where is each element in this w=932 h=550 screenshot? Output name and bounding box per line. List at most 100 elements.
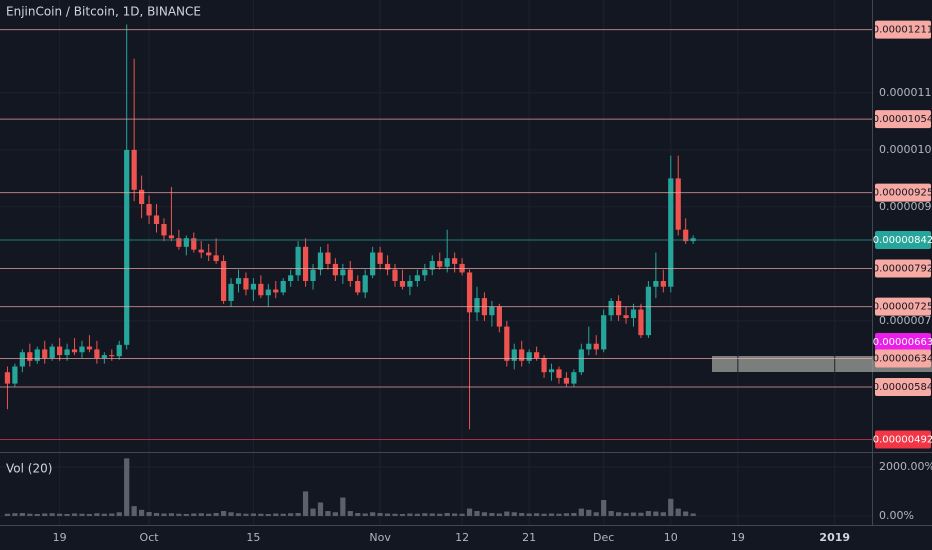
price-level-box bbox=[875, 183, 931, 202]
volume-bar bbox=[504, 511, 510, 516]
candle-body bbox=[79, 346, 85, 353]
price-level-box bbox=[875, 349, 931, 368]
candle-body bbox=[153, 215, 160, 225]
volume-bar bbox=[146, 512, 152, 516]
candle-body bbox=[265, 289, 271, 296]
candle-body bbox=[228, 283, 234, 301]
candle-body bbox=[683, 229, 689, 242]
candle-body bbox=[496, 306, 502, 327]
volume-bar bbox=[213, 513, 219, 516]
candle-body bbox=[288, 275, 294, 282]
candle-body bbox=[57, 346, 63, 356]
candle-body bbox=[615, 300, 622, 316]
volume-bar bbox=[638, 512, 644, 516]
volume-bar bbox=[332, 512, 338, 516]
volume-bar bbox=[265, 513, 271, 516]
x-tick-label: 21 bbox=[522, 531, 536, 544]
candle-body bbox=[280, 281, 286, 293]
candle-body bbox=[12, 366, 18, 384]
y-tick-label: 0.00000700 bbox=[879, 314, 932, 327]
candle-body bbox=[198, 249, 204, 253]
candle-body bbox=[34, 349, 40, 361]
volume-bar bbox=[288, 513, 294, 516]
volume-bar bbox=[511, 512, 517, 516]
candle-body bbox=[71, 349, 78, 353]
volume-bar bbox=[601, 500, 607, 516]
price-level-label: 0.00001054 bbox=[873, 114, 932, 125]
candle-body bbox=[630, 309, 637, 319]
candle-body bbox=[638, 309, 644, 336]
candle-body bbox=[556, 369, 562, 378]
candle-body bbox=[370, 252, 376, 276]
volume-bar bbox=[429, 513, 435, 516]
volume-bar bbox=[79, 513, 85, 516]
volume-bar bbox=[109, 513, 115, 516]
candle-body bbox=[586, 343, 592, 350]
candle-body bbox=[101, 355, 107, 358]
volume-bar bbox=[623, 513, 629, 516]
candle-body bbox=[489, 306, 495, 316]
candle-body bbox=[250, 283, 257, 290]
volume-bar bbox=[362, 513, 368, 516]
volume-bar bbox=[295, 513, 301, 516]
candle-body bbox=[563, 377, 570, 384]
candle-body bbox=[526, 352, 532, 361]
volume-bar bbox=[176, 513, 182, 516]
candle-body bbox=[474, 298, 480, 313]
candle-body bbox=[235, 278, 242, 284]
volume-bar bbox=[250, 513, 257, 516]
volume-bar bbox=[452, 513, 458, 516]
volume-bar bbox=[370, 512, 376, 516]
volume-bar bbox=[466, 508, 473, 516]
volume-bar bbox=[243, 513, 249, 516]
volume-bar bbox=[645, 511, 652, 516]
volume-bar bbox=[161, 513, 167, 516]
volume-bar bbox=[481, 512, 488, 516]
volume-bar bbox=[19, 513, 25, 516]
candle-body bbox=[325, 252, 331, 264]
x-tick-label: 15 bbox=[246, 531, 260, 544]
volume-bar bbox=[593, 512, 599, 516]
candle-body bbox=[407, 281, 413, 287]
volume-bar bbox=[57, 513, 63, 516]
candle-body bbox=[258, 283, 264, 296]
volume-bar bbox=[615, 512, 622, 516]
volume-bar bbox=[131, 506, 137, 516]
price-level-label: 0.00000634 bbox=[873, 354, 932, 365]
volume-bar bbox=[191, 513, 197, 516]
volume-bar bbox=[384, 513, 391, 516]
price-level-box bbox=[875, 332, 931, 351]
y-tick-label: 0.00001100 bbox=[879, 86, 932, 99]
price-level-label: 0.00000492 bbox=[873, 434, 932, 445]
volume-bar bbox=[71, 513, 78, 516]
volume-bar bbox=[534, 513, 540, 516]
volume-bar bbox=[541, 513, 547, 516]
candle-body bbox=[608, 300, 614, 316]
candle-body bbox=[384, 263, 391, 270]
candle-body bbox=[317, 252, 324, 270]
candle-body bbox=[116, 344, 122, 357]
volume-bar bbox=[4, 513, 11, 516]
volume-bar bbox=[12, 513, 18, 516]
volume-tick-label: 2000.00% bbox=[879, 460, 932, 473]
volume-bar bbox=[347, 511, 353, 516]
candle-body bbox=[146, 204, 152, 216]
volume-bar bbox=[27, 513, 33, 516]
price-level-label: 0.00000725 bbox=[873, 302, 932, 313]
candle-body bbox=[675, 178, 681, 230]
candle-body bbox=[86, 346, 93, 350]
price-level-box bbox=[875, 297, 931, 316]
x-tick-label: Nov bbox=[369, 531, 391, 544]
volume-bar bbox=[220, 511, 227, 516]
volume-bar bbox=[86, 513, 93, 516]
price-level-label: 0.00000925 bbox=[873, 188, 932, 199]
volume-bar bbox=[399, 513, 406, 516]
volume-bar bbox=[608, 511, 614, 516]
volume-bar bbox=[496, 513, 502, 516]
volume-bar bbox=[206, 513, 212, 516]
candle-body bbox=[161, 224, 167, 236]
volume-bar bbox=[235, 513, 242, 516]
volume-bar bbox=[422, 513, 428, 516]
